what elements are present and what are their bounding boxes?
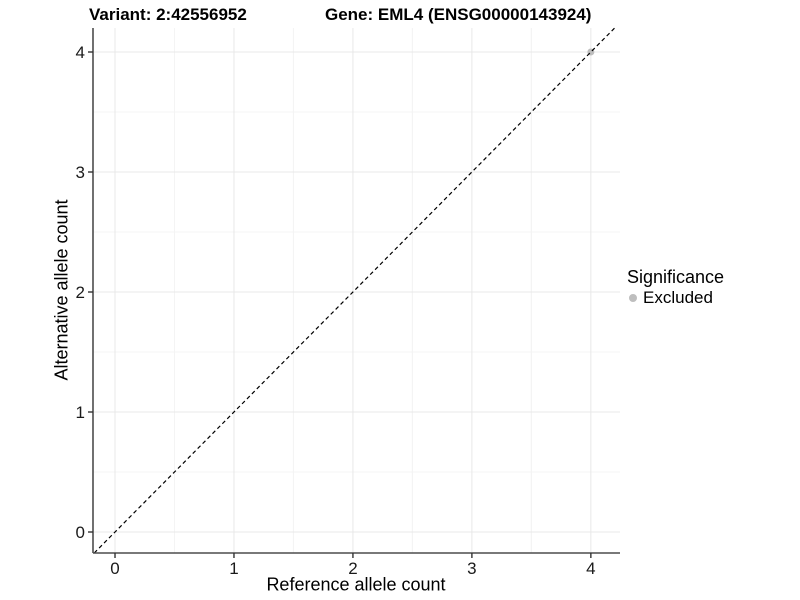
legend-item-excluded: Excluded (627, 288, 724, 308)
x-tick-label: 2 (348, 559, 357, 578)
identity-line (93, 27, 616, 554)
x-tick-label: 1 (229, 559, 238, 578)
legend-title: Significance (627, 267, 725, 287)
plot-title-gene: Gene: EML4 (ENSG00000143924) (325, 5, 592, 24)
y-tick-label: 0 (76, 523, 85, 542)
legend-key-circle-icon (629, 294, 637, 302)
legend-item-label: Excluded (643, 288, 713, 307)
x-tick-label: 4 (586, 559, 595, 578)
x-tick-label: 0 (110, 559, 119, 578)
y-tick-label: 1 (76, 403, 85, 422)
plot-title-variant: Variant: 2:42556952 (89, 5, 247, 24)
x-axis-title: Reference allele count (266, 574, 446, 595)
x-tick-label: 3 (467, 559, 476, 578)
y-tick-label: 3 (76, 163, 85, 182)
y-tick-label: 4 (76, 43, 85, 62)
y-tick-label: 2 (76, 283, 85, 302)
legend: Significance Excluded (627, 266, 724, 308)
